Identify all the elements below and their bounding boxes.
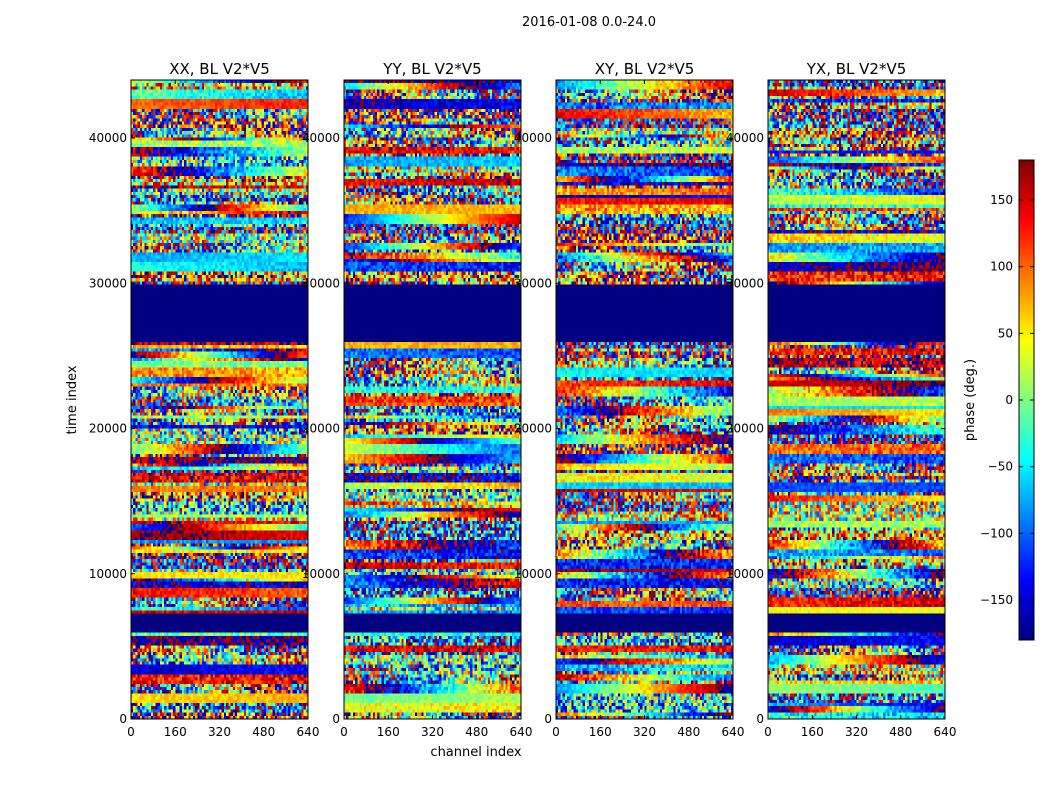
x-tick-label: 640 [722,725,745,739]
y-tick-label: 40000 [89,131,127,145]
panel-yx: YX, BL V2*V5 0 160 320 480 640 0 10000 20000 3000… [726,60,957,739]
y-tick-label: 30000 [514,276,552,290]
phase-heatmap-image [131,80,308,719]
figure-suptitle: 2016-01-08 0.0-24.0 [522,15,656,30]
panel-title: YY, BL V2*V5 [382,60,481,78]
x-tick-label: 320 [845,725,868,739]
x-tick-label: 480 [465,725,488,739]
y-tick-label: 30000 [302,276,340,290]
panel-xx: XX, BL V2*V5 0 160 320 480 640 0 10000 20000 3000… [89,60,320,739]
y-tick-label: 10000 [726,567,764,581]
panel-title: XX, BL V2*V5 [169,60,270,78]
phase-heatmap-image [768,80,945,719]
y-tick-label: 30000 [726,276,764,290]
x-tick-label: 480 [677,725,700,739]
colorbar-tick-label: 50 [998,326,1013,340]
y-tick-label: 0 [756,712,764,726]
x-tick-label: 160 [801,725,824,739]
x-tick-label: 0 [340,725,348,739]
panels-layer: XX, BL V2*V5 0 160 320 480 640 0 10000 20000 3000… [89,60,957,739]
y-tick-label: 0 [544,712,552,726]
y-tick-label: 30000 [89,276,127,290]
y-tick-label: 20000 [89,422,127,436]
phase-heatmap-image [344,80,521,719]
colorbar-tick-label: −150 [980,593,1013,607]
colorbar: −150 −100 −50 0 50 100 150 phase (deg.) [963,159,1035,641]
x-axis-label: channel index [430,745,521,760]
x-tick-label: 160 [164,725,187,739]
x-tick-label: 480 [889,725,912,739]
x-tick-label: 320 [208,725,231,739]
x-tick-label: 160 [377,725,400,739]
x-tick-label: 320 [421,725,444,739]
phase-heatmap-image [556,80,733,719]
x-tick-label: 480 [252,725,275,739]
x-tick-label: 320 [633,725,656,739]
x-tick-label: 0 [127,725,135,739]
y-tick-label: 0 [332,712,340,726]
y-tick-label: 0 [119,712,127,726]
x-tick-label: 640 [934,725,957,739]
y-tick-label: 40000 [514,131,552,145]
y-tick-label: 20000 [302,422,340,436]
y-tick-label: 20000 [726,422,764,436]
y-tick-label: 10000 [89,567,127,581]
y-axis-label: time index [65,365,80,434]
x-tick-label: 640 [297,725,320,739]
x-tick-label: 0 [552,725,560,739]
colorbar-tick-label: −50 [988,460,1013,474]
y-tick-label: 20000 [514,422,552,436]
panel-yy: YY, BL V2*V5 0 160 320 480 640 0 10000 20000 3000… [302,60,533,739]
x-tick-label: 640 [510,725,533,739]
y-tick-label: 40000 [302,131,340,145]
panel-title: YX, BL V2*V5 [806,60,907,78]
colorbar-label: phase (deg.) [963,359,978,441]
x-tick-label: 0 [764,725,772,739]
panel-title: XY, BL V2*V5 [595,60,695,78]
colorbar-tick-label: 100 [990,260,1013,274]
y-tick-label: 10000 [302,567,340,581]
colorbar-tick-label: −100 [980,526,1013,540]
y-tick-label: 10000 [514,567,552,581]
y-tick-label: 40000 [726,131,764,145]
colorbar-tick-label: 150 [990,193,1013,207]
panel-xy: XY, BL V2*V5 0 160 320 480 640 0 10000 20000 3000… [514,60,745,739]
colorbar-tick-label: 0 [1005,393,1013,407]
x-tick-label: 160 [589,725,612,739]
